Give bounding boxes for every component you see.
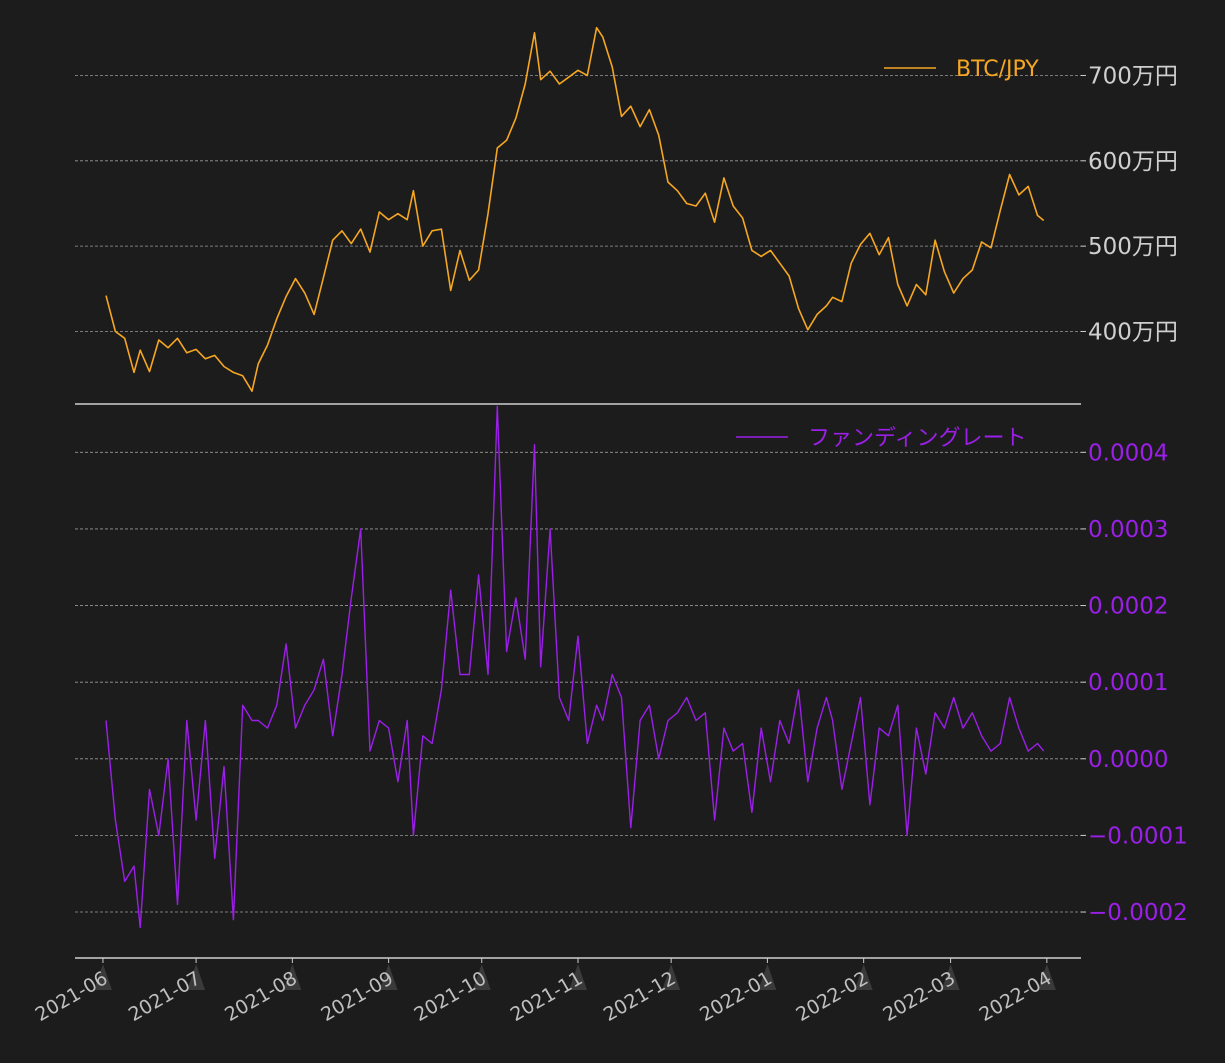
funding-y-tick-label: −0.0001 — [1088, 823, 1188, 849]
funding-rate-panel: −0.0002 −0.0001 0.0000 0.0001 0.0002 0.0003 0.… — [75, 405, 1188, 959]
x-tick-triangle — [187, 964, 206, 990]
btc-y-tick-label: 600万円 — [1088, 149, 1178, 175]
funding-y-tick-label: 0.0000 — [1088, 747, 1168, 773]
funding-y-tick-label: 0.0004 — [1088, 440, 1168, 466]
btc-panel: 400万円 500万円 600万円 700万円 BTC/JPY — [75, 26, 1178, 405]
x-tick-triangle — [941, 964, 960, 990]
x-tick-triangle — [379, 964, 398, 990]
btc-y-tick-label: 500万円 — [1088, 234, 1178, 260]
btc-y-ticks: 400万円 500万円 600万円 700万円 — [1081, 63, 1178, 345]
btc-gridlines — [75, 75, 1081, 332]
x-tick-triangle — [1037, 964, 1056, 990]
funding-y-ticks: −0.0002 −0.0001 0.0000 0.0001 0.0002 0.0003 0.… — [1081, 440, 1188, 926]
x-tick-triangle — [854, 964, 873, 990]
funding-y-tick-label: 0.0003 — [1088, 517, 1168, 543]
btc-y-tick-label: 400万円 — [1088, 319, 1178, 345]
btc-y-tick-label: 700万円 — [1088, 63, 1178, 89]
funding-legend-label: ファンディングレート — [808, 426, 1026, 451]
funding-rate-line — [105, 405, 1045, 929]
x-tick-triangle — [569, 964, 587, 990]
funding-y-tick-label: −0.0002 — [1088, 900, 1188, 926]
btc-legend: BTC/JPY — [884, 57, 1039, 82]
x-tick-triangle — [472, 964, 491, 990]
x-tick-triangle — [758, 964, 777, 990]
funding-gridlines — [75, 451, 1081, 913]
funding-y-tick-label: 0.0002 — [1088, 594, 1168, 620]
btc-price-line — [105, 26, 1045, 392]
x-tick-triangle — [662, 964, 681, 990]
x-tick-triangle — [283, 964, 302, 990]
funding-legend: ファンディングレート — [736, 426, 1026, 451]
x-tick-triangle — [93, 964, 112, 990]
funding-y-tick-label: 0.0001 — [1088, 670, 1168, 696]
btc-legend-label: BTC/JPY — [956, 57, 1039, 82]
